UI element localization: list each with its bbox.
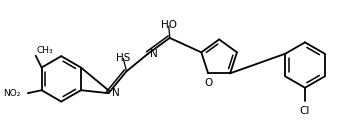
Text: CH₃: CH₃ (37, 46, 53, 55)
Text: HO: HO (161, 20, 177, 30)
Text: Cl: Cl (300, 106, 310, 116)
Text: NO₂: NO₂ (4, 89, 21, 98)
Text: HS: HS (116, 53, 131, 63)
Text: O: O (204, 78, 212, 88)
Text: N: N (111, 88, 119, 98)
Text: N: N (150, 49, 158, 59)
